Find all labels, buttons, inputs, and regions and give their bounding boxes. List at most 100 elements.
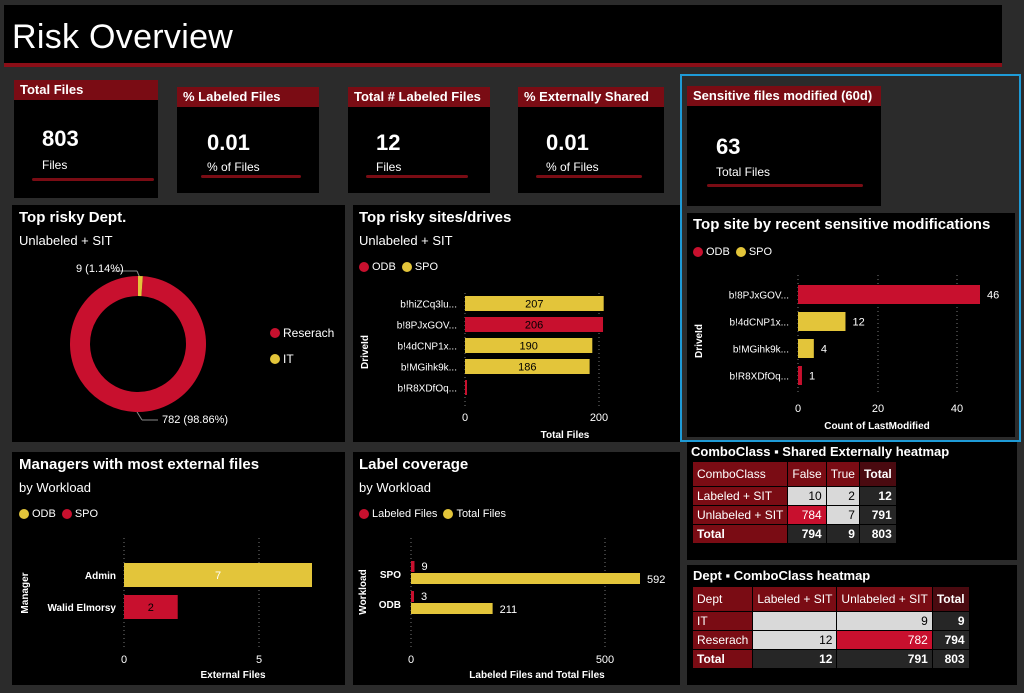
legend-item[interactable]: SPO: [401, 261, 438, 273]
kpi-value: 12: [376, 130, 401, 155]
panel-subtitle: by Workload: [19, 480, 92, 495]
column-header[interactable]: True: [826, 462, 860, 486]
chart-legend: Labeled Files Total Files: [359, 508, 512, 520]
bar: [465, 296, 604, 311]
column-header[interactable]: Total: [932, 587, 970, 611]
kpi-sensitive-modified[interactable]: Sensitive files modified (60d) 63 Total …: [687, 86, 881, 206]
managers-bar-chart: Manager External Files 0 5 Admin Walid El…: [20, 538, 312, 681]
legend-dot: [270, 328, 280, 338]
comboclass-heatmap-panel[interactable]: ComboClass ▪ Shared Externally heatmap C…: [687, 442, 1017, 560]
column-header[interactable]: Dept: [693, 587, 754, 611]
coverage-bar-chart: Workload Labeled Files and Total Files 0…: [358, 538, 665, 681]
table-cell: 9: [836, 610, 933, 630]
panel-subtitle: by Workload: [359, 480, 432, 495]
bar: [465, 380, 467, 395]
y-axis-label: DriveId: [360, 335, 371, 369]
bar: [465, 317, 604, 332]
table-row: Total 12 791 803: [693, 648, 970, 668]
sites-bar-panel[interactable]: Top risky sites/drives Unlabeled + SIT O…: [353, 205, 680, 442]
kpi-underline: [201, 175, 301, 178]
table-row: Unlabeled + SIT 784 7 791: [693, 504, 897, 524]
x-tick-label: 20: [872, 403, 884, 415]
table-cell: 12: [752, 648, 838, 668]
kpi-unit: Files: [42, 158, 68, 172]
table-cell: 791: [859, 504, 897, 524]
legend-dot: [61, 509, 72, 519]
legend-item[interactable]: ODB: [693, 246, 730, 258]
kpi-externally-shared[interactable]: % Externally Shared 0.01 % of Files: [518, 87, 664, 193]
column-header[interactable]: Labeled + SIT: [752, 587, 838, 611]
table-cell: 794: [932, 629, 970, 649]
legend-item[interactable]: ODB: [19, 508, 56, 520]
dept-heatmap-table: Dept Labeled + SIT Unlabeled + SIT Total IT 9…: [693, 587, 970, 668]
data-label: 206: [525, 320, 543, 332]
page-title: Risk Overview: [12, 18, 234, 56]
data-label: 7: [215, 570, 221, 582]
legend-item[interactable]: Reserach: [270, 326, 334, 340]
kpi-total-files[interactable]: Total Files 803 Files: [14, 80, 158, 198]
category-label: b!MGihk9k...: [401, 363, 457, 374]
table-cell: Total: [693, 523, 789, 543]
kpi-value: 803: [42, 126, 79, 151]
table-cell: [752, 610, 838, 630]
legend-item[interactable]: SPO: [735, 246, 773, 258]
legend-item[interactable]: Total Files: [443, 508, 506, 520]
legend-label: Total Files: [456, 508, 506, 520]
bar-total: [411, 573, 640, 584]
kpi-labeled-count[interactable]: Total # Labeled Files 12 Files: [348, 87, 490, 193]
dept-donut-panel[interactable]: Top risky Dept. Unlabeled + SIT 9 (1.14%…: [12, 205, 345, 442]
coverage-bar-panel[interactable]: Label coverage by Workload Labeled Files…: [353, 452, 680, 685]
legend-dot: [359, 262, 369, 272]
kpi-labeled-percent[interactable]: % Labeled Files 0.01 % of Files: [177, 87, 319, 193]
kpi-value: 0.01: [207, 130, 250, 155]
column-header[interactable]: ComboClass: [693, 462, 789, 486]
recent-bar-panel[interactable]: Top site by recent sensitive modificatio…: [687, 213, 1015, 437]
legend-item[interactable]: Labeled Files: [359, 508, 437, 520]
donut-slice-reserach: [70, 276, 206, 412]
category-label: b!8PJxGOV...: [397, 321, 457, 332]
legend-item[interactable]: ODB: [359, 261, 396, 273]
legend-item[interactable]: IT: [270, 352, 294, 366]
y-axis-label: DriveId: [694, 324, 705, 358]
legend-item[interactable]: SPO: [61, 508, 99, 520]
dept-heatmap-panel[interactable]: Dept ▪ ComboClass heatmap Dept Labeled + …: [687, 565, 1017, 685]
donut-chart: [70, 270, 206, 421]
kpi-title: % Externally Shared: [518, 87, 664, 107]
bar: [798, 312, 846, 331]
data-label: 186: [518, 362, 536, 374]
data-label-research: 782 (98.86%): [162, 414, 229, 426]
x-tick-label: 0: [462, 412, 468, 424]
category-label: b!hiZCq3lu...: [400, 300, 457, 311]
kpi-value: 63: [716, 134, 741, 159]
x-tick-label: 200: [590, 412, 608, 424]
category-label: b!R8XDfOq...: [398, 384, 457, 395]
table-cell: 12: [752, 629, 838, 649]
chart-legend: ODB SPO: [693, 246, 778, 258]
data-label: 1: [809, 371, 815, 383]
kpi-underline: [707, 184, 863, 187]
legend-dot: [693, 247, 703, 257]
table-cell: Reserach: [693, 629, 754, 649]
panel-title: Top site by recent sensitive modificatio…: [693, 216, 991, 233]
table-header-row: ComboClass False True Total: [693, 462, 897, 486]
table-row: Reserach 12 782 794: [693, 629, 970, 649]
kpi-unit: % of Files: [546, 160, 599, 174]
table-cell: 794: [787, 523, 827, 543]
column-header[interactable]: Total: [859, 462, 897, 486]
recent-bar-chart: DriveId Count of LastModified 0 20 40 b!…: [694, 275, 999, 432]
column-header[interactable]: Unlabeled + SIT: [836, 587, 933, 611]
column-header[interactable]: False: [787, 462, 827, 486]
legend-label: SPO: [748, 246, 773, 258]
legend-label: ODB: [32, 508, 56, 520]
legend-label: SPO: [74, 508, 99, 520]
table-cell: Unlabeled + SIT: [693, 504, 789, 524]
legend-label: ODB: [372, 261, 396, 273]
x-tick-label: 0: [408, 654, 414, 666]
legend-dot: [270, 354, 280, 364]
x-axis-label: Total Files: [541, 430, 590, 441]
table-cell: 782: [836, 629, 933, 649]
table-cell: Total: [693, 648, 754, 668]
data-label: 207: [525, 299, 543, 311]
managers-bar-panel[interactable]: Managers with most external files by Wor…: [12, 452, 345, 685]
panel-title: Top risky sites/drives: [359, 209, 512, 226]
